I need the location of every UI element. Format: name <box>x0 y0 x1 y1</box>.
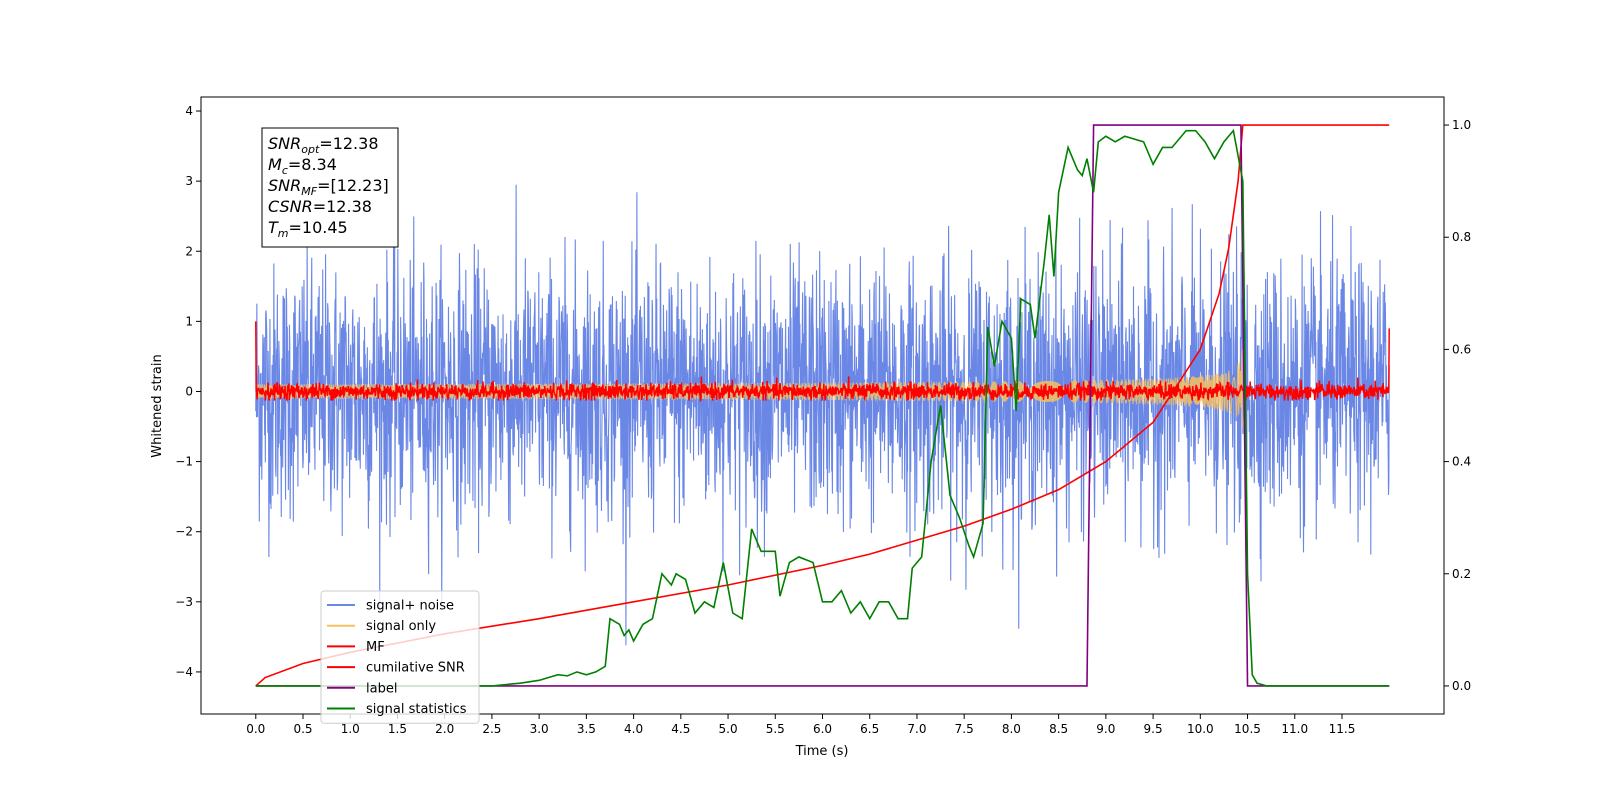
y-left-tick-label: −1 <box>175 455 193 469</box>
x-tick-label: 1.5 <box>388 722 407 736</box>
y-right-tick-label: 1.0 <box>1452 118 1471 132</box>
x-tick-label: 6.5 <box>860 722 879 736</box>
annotation-line: CSNR=12.38 <box>268 197 372 216</box>
x-tick-label: 2.0 <box>435 722 454 736</box>
x-tick-label: 5.5 <box>766 722 785 736</box>
legend: signal+ noise signal only MF cumilative SNR… <box>320 590 480 724</box>
x-tick-label: 4.5 <box>671 722 690 736</box>
annotation-line: SNRopt=12.38 <box>268 134 379 156</box>
series-line-2 <box>255 321 1390 403</box>
x-tick-label: 10.5 <box>1234 722 1261 736</box>
y-axis-right: 0.0 0.2 0.4 0.6 0.8 1.0 <box>1444 118 1471 693</box>
annotation-line: SNRMF=[12.23] <box>268 176 389 198</box>
x-tick-label: 3.0 <box>530 722 549 736</box>
x-tick-label: 7.0 <box>907 722 926 736</box>
x-tick-label: 0.5 <box>293 722 312 736</box>
annotation-line: Tm=10.45 <box>268 218 348 240</box>
series-line-0 <box>255 184 1390 646</box>
y-left-tick-label: 1 <box>185 314 193 328</box>
x-tick-label: 6.0 <box>813 722 832 736</box>
x-tick-label: 8.0 <box>1002 722 1021 736</box>
y-right-tick-label: 0.2 <box>1452 567 1471 581</box>
y-left-tick-label: 4 <box>185 104 193 118</box>
x-tick-label: 2.5 <box>482 722 501 736</box>
legend-label: signal statistics <box>366 702 467 717</box>
x-tick-label: 11.5 <box>1329 722 1356 736</box>
y-left-tick-label: 2 <box>185 244 193 258</box>
y-right-tick-label: 0.0 <box>1452 679 1471 693</box>
y-axis-left: −4 −3 −2 −1 0 1 2 3 4 <box>175 104 201 679</box>
legend-label: cumilative SNR <box>366 661 465 676</box>
x-tick-label: 9.0 <box>1096 722 1115 736</box>
x-tick-label: 11.0 <box>1281 722 1308 736</box>
y-right-tick-label: 0.6 <box>1452 342 1471 356</box>
x-tick-label: 1.0 <box>341 722 360 736</box>
x-tick-label: 10.0 <box>1187 722 1214 736</box>
annotation-line: Mc=8.34 <box>268 155 337 177</box>
x-tick-label: 5.0 <box>719 722 738 736</box>
x-tick-label: 3.5 <box>577 722 596 736</box>
x-tick-label: 8.5 <box>1049 722 1068 736</box>
y-left-tick-label: −2 <box>175 525 193 539</box>
stats-annotation-box: SNRopt=12.38Mc=8.34SNRMF=[12.23]CSNR=12.… <box>261 127 399 248</box>
y-left-tick-label: 3 <box>185 174 193 188</box>
x-axis-label: Time (s) <box>795 744 849 759</box>
legend-label: signal only <box>366 619 436 634</box>
annotation-frame <box>261 127 399 248</box>
y-right-tick-label: 0.4 <box>1452 455 1471 469</box>
x-tick-label: 4.0 <box>624 722 643 736</box>
x-tick-label: 7.5 <box>955 722 974 736</box>
y-left-tick-label: 0 <box>185 384 193 398</box>
legend-frame <box>320 590 480 724</box>
series-line-5 <box>255 128 1390 687</box>
y-left-tick-label: −4 <box>175 665 193 679</box>
x-tick-label: 9.5 <box>1144 722 1163 736</box>
y-right-tick-label: 0.8 <box>1452 230 1471 244</box>
legend-label: MF <box>366 640 385 655</box>
y-axis-label-left: Whitened strain <box>150 354 165 457</box>
y-left-tick-label: −3 <box>175 595 193 609</box>
x-tick-label: 0.0 <box>246 722 265 736</box>
legend-label: label <box>366 681 397 696</box>
x-axis: 0.0 0.5 1.0 1.5 2.0 2.5 3.0 3.5 4.0 4.5 5.0 5.5 6.0 6… <box>246 714 1355 736</box>
legend-label: signal+ noise <box>366 599 454 614</box>
